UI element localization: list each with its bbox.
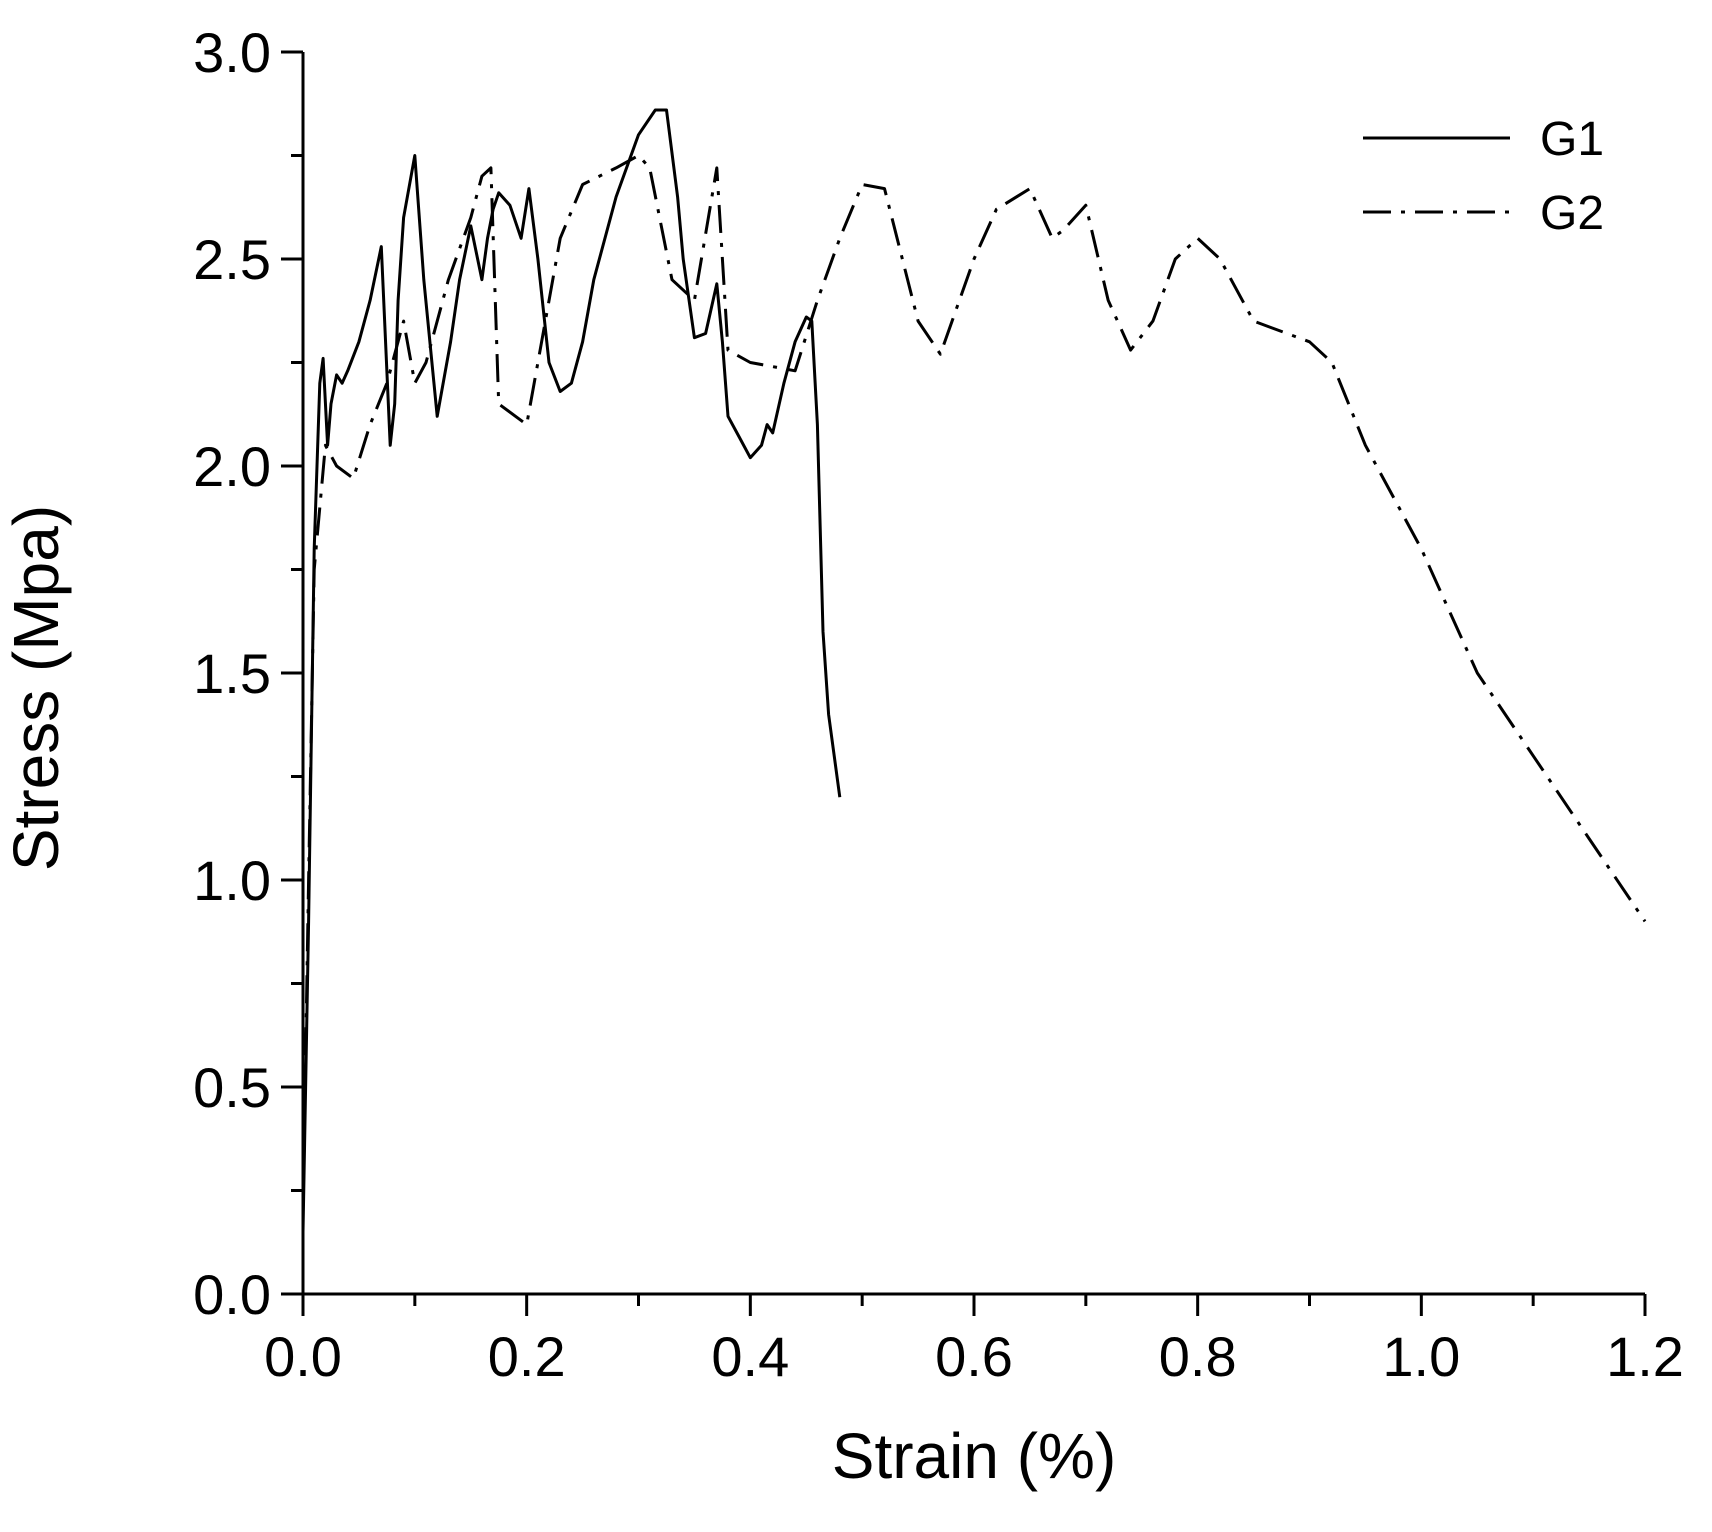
x-tick-label: 0.0 (264, 1325, 342, 1388)
y-tick-label: 0.0 (193, 1263, 271, 1326)
x-axis-ticks: 0.0 0.2 0.4 0.6 0.8 1.0 1.2 (264, 1294, 1684, 1388)
series-layer (301, 108, 1647, 1232)
y-tick-label: 2.5 (193, 228, 271, 291)
series-line-g1 (301, 108, 842, 1232)
legend-label-g2: G2 (1540, 187, 1604, 240)
x-tick-label: 0.8 (1159, 1325, 1237, 1388)
y-tick-label: 1.0 (193, 849, 271, 912)
x-axis-title: Strain (%) (832, 1420, 1117, 1492)
series-line-g2 (301, 154, 1647, 1212)
legend-label-g1: G1 (1540, 113, 1604, 166)
x-tick-label: 0.6 (935, 1325, 1013, 1388)
x-tick-label: 1.0 (1382, 1325, 1460, 1388)
y-tick-label: 0.5 (193, 1056, 271, 1119)
y-axis-title: Stress (Mpa) (0, 505, 72, 871)
x-tick-label: 0.4 (711, 1325, 789, 1388)
y-tick-label: 3.0 (193, 21, 271, 84)
x-tick-label: 1.2 (1606, 1325, 1684, 1388)
axes: 0.0 0.5 1.0 1.5 2.0 2.5 3.0 0.0 0.2 0.4 0.6 0.8 1.0… (193, 21, 1684, 1388)
y-tick-label: 2.0 (193, 435, 271, 498)
y-axis-ticks: 0.0 0.5 1.0 1.5 2.0 2.5 3.0 (193, 21, 303, 1326)
x-tick-label: 0.2 (488, 1325, 566, 1388)
y-tick-label: 1.5 (193, 642, 271, 705)
